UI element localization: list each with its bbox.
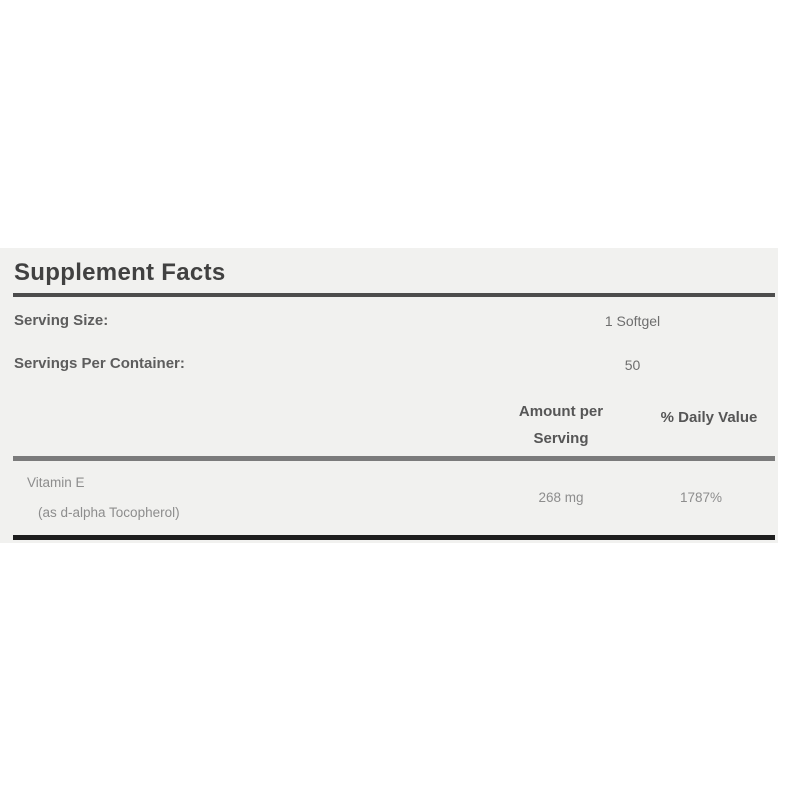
serving-size-value: 1 Softgel xyxy=(604,313,661,329)
nutrient-source-detail: (as d-alpha Tocopherol) xyxy=(38,505,180,520)
servings-per-container-label: Servings Per Container: xyxy=(14,355,185,372)
servings-per-container-value: 50 xyxy=(624,357,641,373)
serving-size-label: Serving Size: xyxy=(14,312,109,329)
nutrient-amount-value: 268 mg xyxy=(538,490,584,505)
supplement-facts-title: Supplement Facts xyxy=(14,259,226,286)
table-header-divider-rule xyxy=(13,456,775,461)
panel-bottom-rule xyxy=(13,535,775,540)
amount-per-serving-column-header: Amount per Serving xyxy=(518,403,604,447)
percent-daily-value-column-header: % Daily Value xyxy=(660,409,758,426)
nutrient-name: Vitamin E xyxy=(27,475,85,490)
supplement-facts-panel: Supplement Facts Serving Size: 1 Softgel… xyxy=(0,248,778,543)
nutrient-daily-value: 1787% xyxy=(679,490,723,505)
header-divider-rule xyxy=(13,293,775,297)
